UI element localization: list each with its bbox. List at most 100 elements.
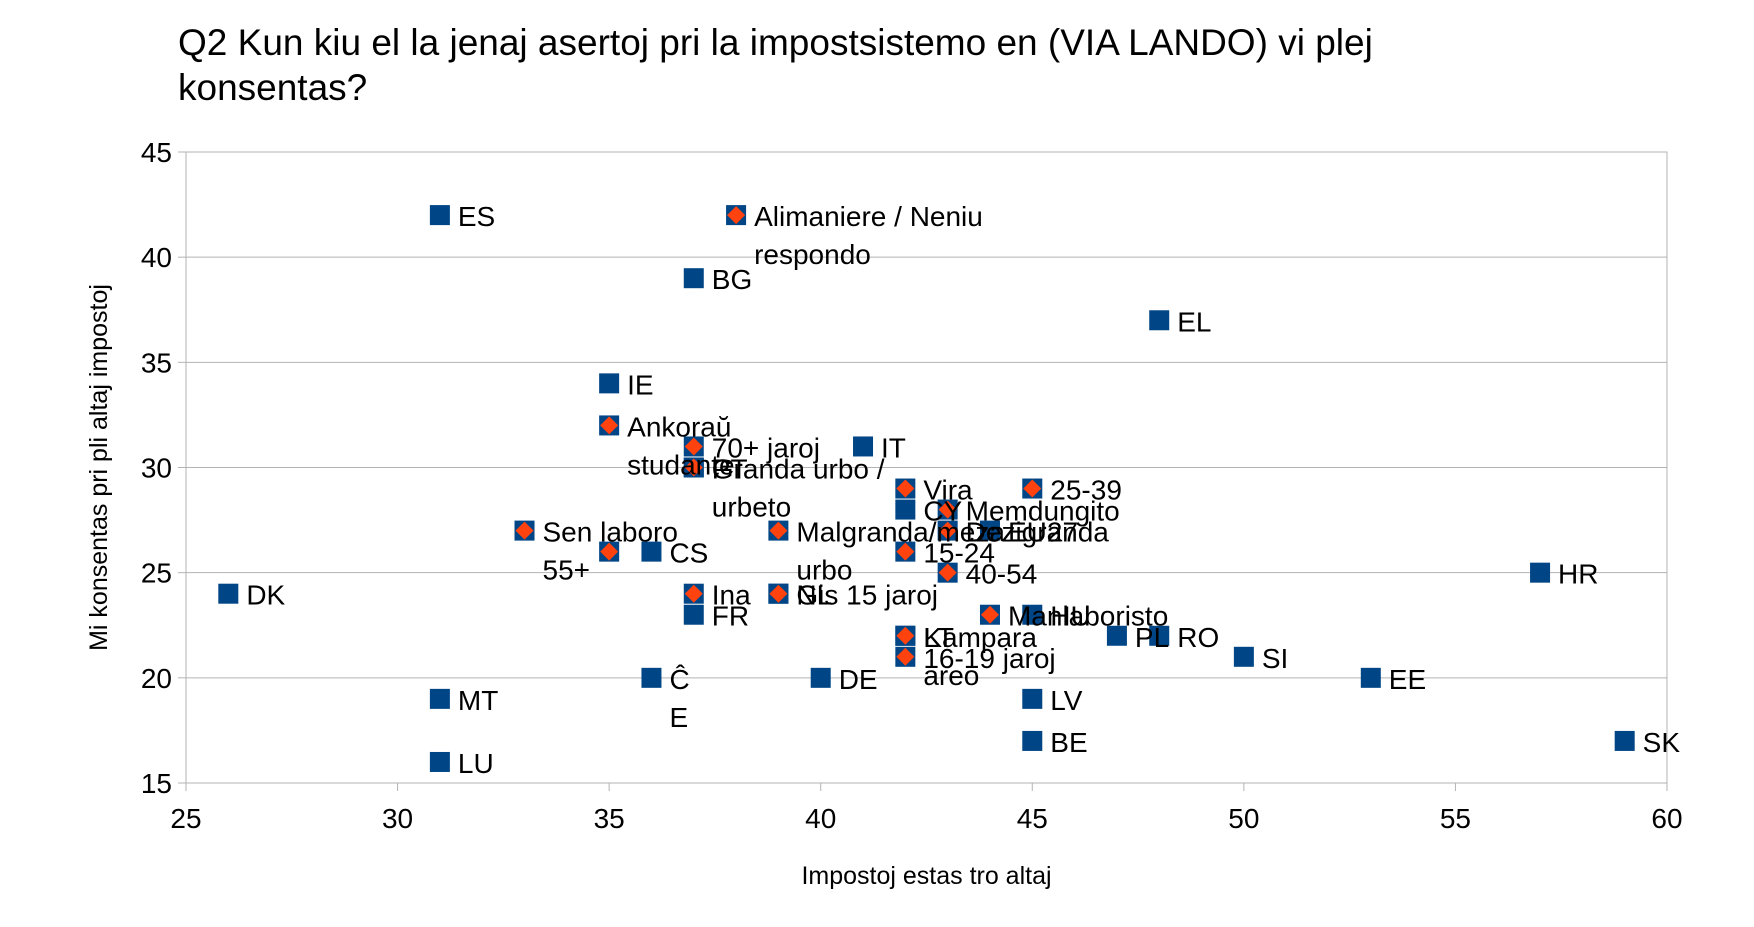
- country-point-marker: [1360, 667, 1381, 688]
- point-label: Kampara areo: [923, 622, 1037, 691]
- country-point-marker: [810, 667, 831, 688]
- point-label: Malgranda/meza urbo: [796, 517, 1005, 586]
- y-tick-label: 20: [141, 663, 172, 694]
- group-point-marker: [896, 647, 915, 666]
- point-label: CY: [923, 496, 962, 527]
- point-labels: ES BG EL IE PT IT CY EU27 CS DK NL FR HU PL RO LT SI HR Ĉ E…: [246, 201, 1680, 779]
- point-label: SK: [1643, 727, 1681, 758]
- country-point-marker: [979, 520, 1000, 541]
- country-point-marker: [218, 583, 239, 604]
- group-point-marker: [684, 437, 703, 456]
- point-label: LV: [1050, 685, 1082, 716]
- country-point-marker: [1022, 730, 1043, 751]
- group-point-marker: [684, 584, 703, 603]
- point-label: PL: [1135, 622, 1169, 653]
- point-label: Vira: [923, 475, 973, 506]
- country-point-marker: [1233, 646, 1254, 667]
- point-label: Dezigranda: [966, 517, 1110, 548]
- point-label: Memdungito: [966, 496, 1120, 527]
- group-point-marker: [896, 542, 915, 561]
- point-label: Sen laboro 55+: [543, 517, 678, 586]
- y-tick-label: 40: [141, 242, 172, 273]
- point-label: EL: [1177, 306, 1211, 337]
- group-point-marker: [684, 458, 703, 477]
- point-label: BG: [712, 264, 752, 295]
- chart-title-line-2: konsentas?: [178, 67, 368, 108]
- point-label: HU: [1050, 601, 1090, 632]
- point-label: 16-19 jaroj: [923, 643, 1055, 674]
- point-label: 25-39: [1050, 475, 1122, 506]
- point-label: IT: [881, 432, 906, 463]
- country-point-marker: [599, 373, 620, 394]
- group-point-marker: [938, 500, 957, 519]
- point-label: MT: [458, 685, 498, 716]
- y-tick-label: 15: [141, 768, 172, 799]
- chart-title: Q2 Kun kiu el la jenaj asertoj pri la im…: [178, 20, 1578, 110]
- point-label: DK: [246, 580, 285, 611]
- point-label: NL: [796, 580, 832, 611]
- axis-ticks: 15 20 25 30 35 40 45 25 30 35 40 45 50 55 60: [141, 137, 1683, 834]
- country-point-marker: [1022, 604, 1043, 625]
- group-point-marker: [1023, 479, 1042, 498]
- x-tick-label: 50: [1228, 803, 1259, 834]
- country-point-marker: [683, 604, 704, 625]
- country-point-marker: [641, 667, 662, 688]
- y-tick-label: 25: [141, 558, 172, 589]
- y-axis-label: Mi konsentas pri pli altaj impostoj: [85, 284, 113, 651]
- country-point-marker: [429, 751, 450, 772]
- point-label: Granda urbo / urbeto: [712, 454, 885, 523]
- group-point-marker: [896, 479, 915, 498]
- point-label: CS: [669, 538, 708, 569]
- country-point-marker: [1149, 310, 1170, 331]
- country-point-marker: [895, 499, 916, 520]
- point-label: LU: [458, 748, 494, 779]
- point-label: RO: [1177, 622, 1219, 653]
- group-point-marker: [600, 542, 619, 561]
- point-label: Manlaboristo: [1008, 601, 1168, 632]
- country-point-marker: [1614, 730, 1635, 751]
- x-tick-label: 25: [170, 803, 201, 834]
- group-point-marker: [769, 584, 788, 603]
- point-label: FR: [712, 601, 749, 632]
- country-point-marker: [429, 205, 450, 226]
- point-label: 40-54: [966, 559, 1038, 590]
- point-label: HR: [1558, 559, 1598, 590]
- x-tick-label: 45: [1017, 803, 1048, 834]
- country-point-marker: [429, 688, 450, 709]
- country-point-marker: [1106, 625, 1127, 646]
- data-points: [218, 205, 1635, 772]
- y-tick-label: 45: [141, 137, 172, 168]
- country-point-marker: [641, 541, 662, 562]
- country-point-marker: [1530, 562, 1551, 583]
- point-label: PT: [712, 454, 748, 485]
- group-point-marker: [938, 521, 957, 540]
- point-label: EU27: [1008, 517, 1078, 548]
- group-point-marker: [515, 521, 534, 540]
- country-point-marker: [1149, 625, 1170, 646]
- group-point-marker: [980, 605, 999, 624]
- y-tick-label: 35: [141, 347, 172, 378]
- point-label: ES: [458, 201, 495, 232]
- x-tick-label: 30: [382, 803, 413, 834]
- point-label: Alimaniere / Neniu respondo: [754, 201, 983, 270]
- group-point-marker: [769, 521, 788, 540]
- group-point-marker: [938, 563, 957, 582]
- country-point-marker: [683, 268, 704, 289]
- chart-title-line-1: Q2 Kun kiu el la jenaj asertoj pri la im…: [178, 22, 1373, 63]
- x-tick-label: 40: [805, 803, 836, 834]
- country-point-marker: [853, 436, 874, 457]
- point-label: EE: [1389, 664, 1426, 695]
- country-point-marker: [1022, 688, 1043, 709]
- x-axis-label: Impostoj estas tro altaj: [801, 862, 1051, 890]
- point-label: Ankoraŭ studante: [627, 411, 734, 480]
- point-label: IE: [627, 369, 653, 400]
- point-label: Ina: [712, 580, 751, 611]
- group-point-marker: [896, 626, 915, 645]
- point-label: Gis 15 jaroj: [796, 580, 938, 611]
- point-label: 15-24: [923, 538, 995, 569]
- x-tick-label: 60: [1651, 803, 1682, 834]
- x-tick-label: 55: [1440, 803, 1471, 834]
- point-label: BE: [1050, 727, 1087, 758]
